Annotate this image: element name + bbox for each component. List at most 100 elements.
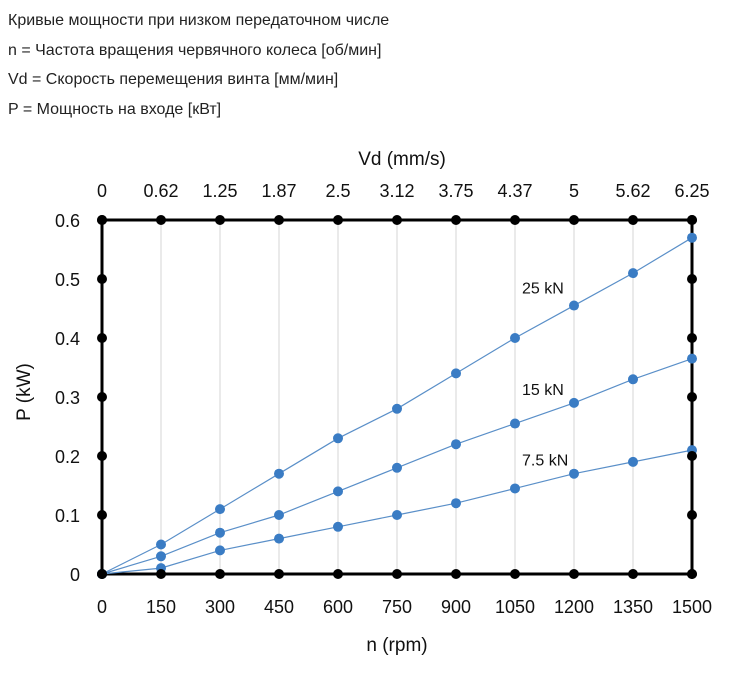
- frame-dot: [97, 569, 107, 579]
- data-point: [451, 498, 461, 509]
- frame-dot: [451, 569, 461, 579]
- header-block: Кривые мощности при низком передаточном …: [8, 6, 389, 124]
- frame-dot: [569, 215, 579, 225]
- data-point: [569, 300, 579, 311]
- x-tick-label: 1050: [495, 597, 535, 617]
- x2-tick-label: 3.12: [379, 181, 414, 201]
- x-tick-label: 1200: [554, 597, 594, 617]
- y-axis-title: P (kW): [14, 363, 35, 421]
- y-tick-label: 0.1: [55, 506, 80, 526]
- frame-dot: [333, 215, 343, 225]
- data-point: [628, 456, 638, 467]
- y-tick-label: 0: [70, 565, 80, 585]
- frame-dot: [687, 451, 697, 461]
- frame-dot: [687, 392, 697, 402]
- frame-dot: [97, 510, 107, 520]
- data-point: [156, 551, 166, 562]
- data-point: [274, 533, 284, 544]
- x2-tick-label: 2.5: [325, 181, 350, 201]
- frame-dots: [97, 215, 697, 579]
- data-point: [628, 374, 638, 385]
- frame-dot: [274, 215, 284, 225]
- data-point: [510, 333, 520, 343]
- frame-dot: [687, 274, 697, 284]
- data-point: [569, 468, 579, 479]
- frame-dot: [392, 215, 402, 225]
- x-tick-label: 450: [264, 597, 294, 617]
- frame-dot: [687, 215, 697, 225]
- grid-layer: [160, 220, 634, 574]
- data-point: [392, 403, 402, 414]
- frame-dot: [451, 215, 461, 225]
- data-point: [687, 232, 697, 243]
- x-tick-label: 0: [97, 597, 107, 617]
- data-point: [451, 368, 461, 379]
- data-point: [156, 539, 166, 550]
- data-point: [333, 486, 343, 497]
- x2-tick-label: 5.62: [615, 181, 650, 201]
- y-tick-label: 0.5: [55, 270, 80, 290]
- data-point: [451, 439, 461, 450]
- frame-dot: [687, 333, 697, 343]
- header-legend-n: n = Частота вращения червячного колеса […: [8, 41, 382, 59]
- x2-axis-title: Vd (mm/s): [358, 149, 446, 170]
- data-point: [333, 433, 343, 444]
- series-label: 7.5 kN: [522, 453, 568, 470]
- frame-dot: [97, 333, 107, 343]
- x2-tick-label: 3.75: [438, 181, 473, 201]
- data-point: [215, 545, 225, 556]
- x-tick-label: 1350: [613, 597, 653, 617]
- frame-dot: [628, 569, 638, 579]
- x2-tick-label: 5: [569, 181, 579, 201]
- data-point: [687, 353, 697, 364]
- y-tick-label: 0.4: [55, 329, 80, 349]
- header-legend-p: P = Мощность на входе [кВт]: [8, 100, 222, 118]
- data-point: [215, 504, 225, 515]
- y-tick-label: 0.3: [55, 388, 80, 408]
- frame-dot: [510, 569, 520, 579]
- frame-dot: [97, 392, 107, 402]
- frame-dot: [510, 215, 520, 225]
- frame-dot: [392, 569, 402, 579]
- frame-dot: [97, 274, 107, 284]
- data-point: [510, 483, 520, 494]
- x-tick-label: 150: [146, 597, 176, 617]
- data-point: [392, 462, 402, 473]
- data-point: [274, 468, 284, 479]
- x2-tick-label: 4.37: [497, 181, 532, 201]
- data-point: [628, 268, 638, 279]
- frame-dot: [215, 215, 225, 225]
- data-point: [569, 397, 579, 408]
- data-point: [215, 527, 225, 538]
- frame-dot: [274, 569, 284, 579]
- y-tick-label: 0.6: [55, 211, 80, 231]
- frame-dot: [215, 569, 225, 579]
- x-tick-label: 300: [205, 597, 235, 617]
- data-point: [392, 510, 402, 520]
- frame-dot: [687, 510, 697, 520]
- frame-dot: [333, 569, 343, 579]
- frame-dot: [97, 215, 107, 225]
- data-point: [510, 418, 520, 429]
- x-tick-label: 750: [382, 597, 412, 617]
- series-label: 15 kN: [522, 382, 564, 399]
- x-tick-label: 900: [441, 597, 471, 617]
- x2-tick-label: 1.25: [202, 181, 237, 201]
- frame-dot: [569, 569, 579, 579]
- x2-tick-label: 0: [97, 181, 107, 201]
- y-tick-label: 0.2: [55, 447, 80, 467]
- frame-dot: [97, 451, 107, 461]
- data-point: [274, 510, 284, 520]
- x2-tick-label: 1.87: [261, 181, 296, 201]
- header-legend-vd: Vd = Скорость перемещения винта [мм/мин]: [8, 71, 339, 88]
- x-axis-title: n (rpm): [366, 635, 427, 656]
- x2-tick-label: 6.25: [674, 181, 709, 201]
- header-title: Кривые мощности при низком передаточном …: [8, 12, 390, 29]
- frame-dot: [628, 215, 638, 225]
- x-tick-label: 600: [323, 597, 353, 617]
- data-point: [333, 521, 343, 532]
- x-tick-label: 1500: [672, 597, 712, 617]
- frame-dot: [156, 569, 166, 579]
- x2-tick-label: 0.62: [143, 181, 178, 201]
